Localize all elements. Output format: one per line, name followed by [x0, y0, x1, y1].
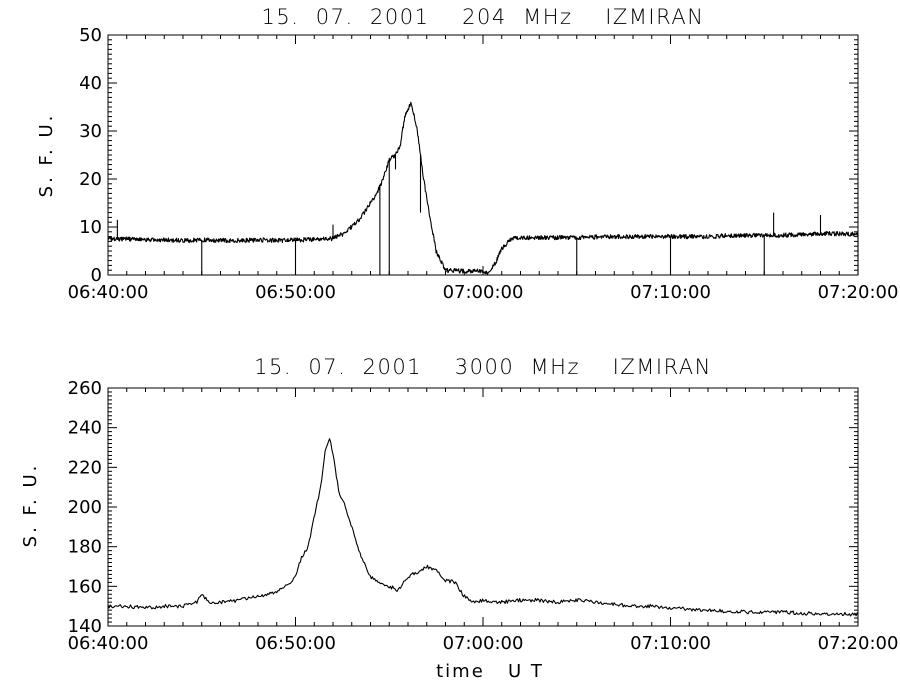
chart-3000mhz-ytick-label: 180: [68, 537, 102, 558]
chart-3000mhz-ytick-label: 140: [68, 616, 102, 637]
chart-204mhz-ytick-label: 50: [79, 25, 102, 46]
chart-3000mhz-ytick-label: 240: [68, 418, 102, 439]
chart-3000mhz-xlabel: time U T: [436, 661, 544, 682]
chart-3000mhz: 15. 07. 2001 3000 MHz IZMIRAN S. F. U. t…: [20, 355, 898, 682]
chart-204mhz: 15. 07. 2001 204 MHz IZMIRAN S. F. U. 06…: [36, 5, 898, 303]
chart-204mhz-xtick-label: 06:40:00: [68, 282, 149, 303]
chart-3000mhz-xtick-label: 07:20:00: [818, 633, 899, 654]
chart-204mhz-xtick-label: 07:20:00: [818, 282, 899, 303]
chart-204mhz-series-line: [107, 101, 859, 275]
chart-204mhz-ytick-label: 30: [79, 121, 102, 142]
chart-204mhz-xtick-label: 07:10:00: [630, 282, 711, 303]
chart-204mhz-xtick-label: 07:00:00: [443, 282, 524, 303]
chart-3000mhz-ytick-label: 260: [68, 378, 102, 399]
chart-3000mhz-ylabel: S. F. U.: [20, 463, 41, 548]
chart-3000mhz-xtick-label: 07:10:00: [630, 633, 711, 654]
chart-204mhz-ylabel: S. F. U.: [36, 113, 57, 198]
chart-3000mhz-xtick-label: 06:40:00: [68, 633, 149, 654]
chart-3000mhz-ytick-label: 160: [68, 576, 102, 597]
chart-204mhz-ytick-label: 40: [79, 73, 102, 94]
chart-3000mhz-xtick-label: 07:00:00: [443, 633, 524, 654]
chart-204mhz-ytick-label: 10: [79, 217, 102, 238]
chart-3000mhz-ytick-label: 200: [68, 497, 102, 518]
chart-3000mhz-ytick-label: 220: [68, 457, 102, 478]
chart-204mhz-ytick-label: 0: [91, 265, 102, 286]
chart-3000mhz-title: 15. 07. 2001 3000 MHz IZMIRAN: [254, 355, 712, 379]
chart-204mhz-xtick-label: 06:50:00: [255, 282, 336, 303]
chart-3000mhz-series-line: [107, 438, 858, 617]
chart-3000mhz-xtick-label: 06:50:00: [255, 633, 336, 654]
chart-204mhz-title: 15. 07. 2001 204 MHz IZMIRAN: [262, 5, 705, 29]
chart-204mhz-ytick-label: 20: [79, 169, 102, 190]
chart-3000mhz-frame: [107, 387, 859, 627]
